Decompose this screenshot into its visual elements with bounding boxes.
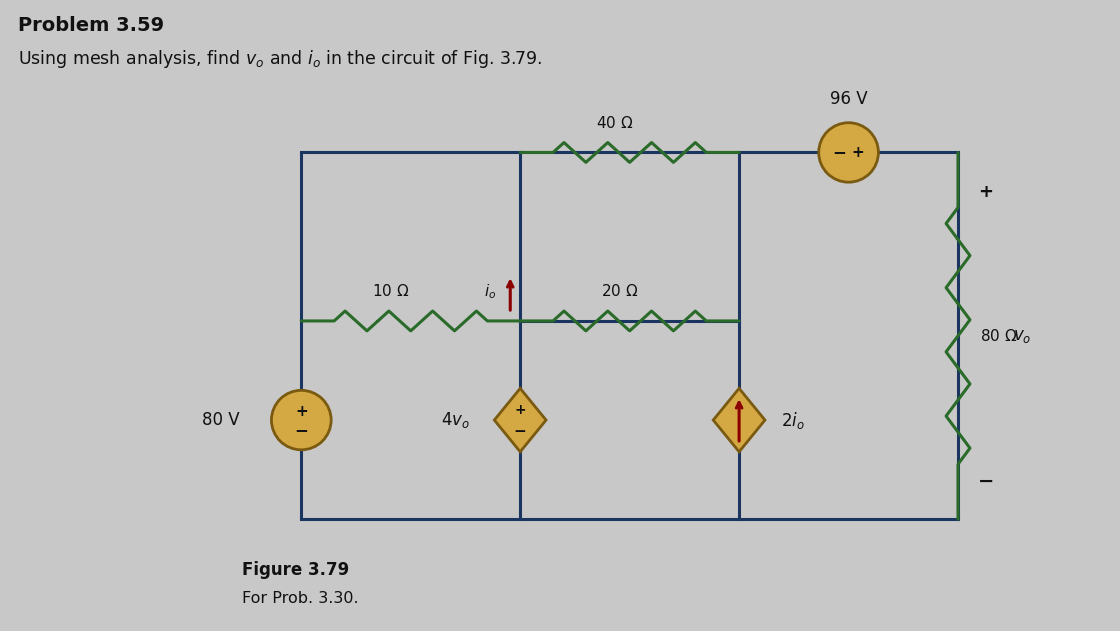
Text: −: − (832, 143, 847, 162)
Text: 10 $\Omega$: 10 $\Omega$ (372, 283, 410, 299)
Text: $2i_o$: $2i_o$ (781, 410, 804, 430)
Text: +: + (978, 183, 993, 201)
Text: 80 $\Omega$: 80 $\Omega$ (980, 328, 1017, 344)
Text: For Prob. 3.30.: For Prob. 3.30. (242, 591, 358, 606)
Circle shape (271, 391, 332, 450)
Text: +: + (514, 403, 526, 417)
Text: +: + (851, 145, 864, 160)
Text: −: − (514, 425, 526, 439)
Text: −: − (978, 472, 995, 491)
Text: $i_o$: $i_o$ (484, 282, 496, 300)
Polygon shape (494, 388, 547, 452)
Text: Figure 3.79: Figure 3.79 (242, 561, 348, 579)
Circle shape (819, 122, 878, 182)
Text: Problem 3.59: Problem 3.59 (18, 16, 164, 35)
Text: +: + (295, 404, 308, 418)
Text: 80 V: 80 V (202, 411, 240, 429)
Polygon shape (713, 388, 765, 452)
Text: Using mesh analysis, find $v_o$ and $i_o$ in the circuit of Fig. 3.79.: Using mesh analysis, find $v_o$ and $i_o… (18, 49, 542, 71)
Text: $v_o$: $v_o$ (1012, 327, 1032, 345)
Text: 96 V: 96 V (830, 90, 867, 108)
Text: 40 $\Omega$: 40 $\Omega$ (596, 115, 634, 131)
Text: $4v_o$: $4v_o$ (441, 410, 470, 430)
Text: 20 $\Omega$: 20 $\Omega$ (601, 283, 638, 299)
Text: −: − (295, 421, 308, 439)
